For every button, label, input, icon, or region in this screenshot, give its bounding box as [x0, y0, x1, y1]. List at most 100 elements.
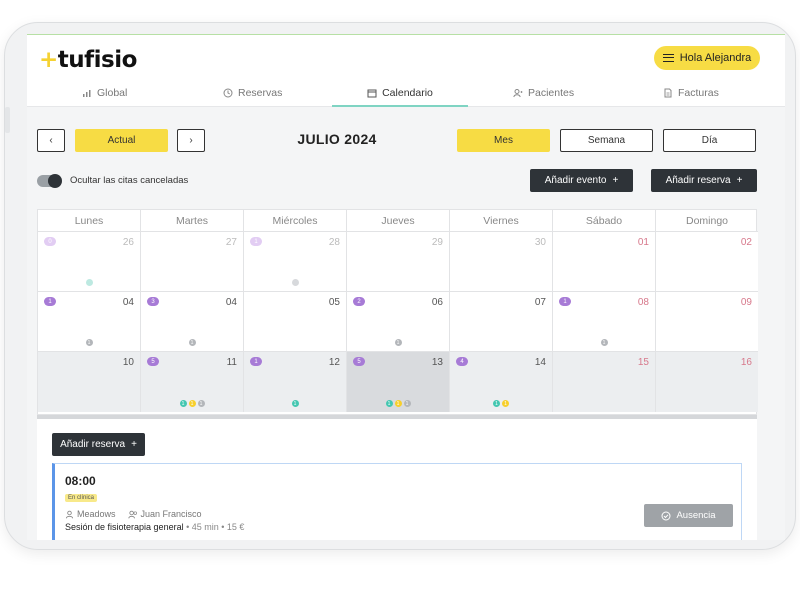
booking-dots	[244, 279, 346, 286]
users-icon	[127, 510, 137, 518]
booking-status-dot[interactable]	[85, 279, 93, 286]
day-number: 29	[431, 237, 443, 248]
tab-calendario[interactable]: Calendario	[332, 80, 468, 107]
booking-dots: 1	[38, 339, 140, 346]
toggle-knob	[48, 174, 62, 188]
calendar-day-cell[interactable]: 29	[347, 232, 450, 292]
event-count-badge: 1	[250, 237, 262, 246]
event-count-badge: 0	[44, 237, 56, 246]
service-name: Sesión de fisioterapia general	[65, 522, 184, 532]
day-number: 04	[122, 297, 134, 308]
absence-button[interactable]: Ausencia	[644, 504, 733, 527]
month-calendar: Lunes Martes Miércoles Jueves Viernes Sábado D…	[37, 209, 758, 415]
calendar-day-cell[interactable]: 16	[656, 352, 758, 412]
booking-status-dot[interactable]: 1	[600, 339, 608, 346]
appointment-time: 08:00	[65, 474, 96, 488]
calendar-day-cell[interactable]: 07	[450, 292, 553, 352]
day-number: 15	[637, 357, 649, 368]
calendar-day-cell[interactable]: 10	[38, 352, 141, 412]
booking-status-dot[interactable]: 1	[394, 339, 402, 346]
booking-status-dot[interactable]: 1	[394, 400, 402, 407]
weekday-header: Lunes Martes Miércoles Jueves Viernes Sábado D…	[38, 210, 758, 232]
view-day-button[interactable]: Día	[663, 129, 756, 152]
appointment-meta: Meadows Juan Francisco	[65, 509, 202, 519]
weekday-label: Lunes	[38, 210, 141, 232]
next-month-button[interactable]: ›	[177, 129, 205, 152]
calendar-day-cell[interactable]: 26 0	[38, 232, 141, 292]
user-menu-button[interactable]: Hola Alejandra	[654, 46, 760, 70]
weekday-label: Jueves	[347, 210, 450, 232]
calendar-day-cell[interactable]: 28 1	[244, 232, 347, 292]
booking-status-dot[interactable]: 1	[85, 339, 93, 346]
booking-status-dot[interactable]: 1	[493, 400, 500, 407]
booking-status-dot[interactable]: 1	[403, 400, 411, 407]
day-number: 30	[534, 237, 546, 248]
month-title: JULIO 2024	[297, 131, 377, 147]
plus-icon: +	[612, 175, 619, 186]
day-number: 07	[534, 297, 546, 308]
today-button[interactable]: Actual	[75, 129, 168, 152]
booking-dots: 1	[141, 339, 243, 346]
calendar-content: ‹ Actual › JULIO 2024 Mes Semana Día Ocu…	[27, 107, 785, 540]
event-count-badge: 2	[353, 297, 365, 306]
tab-pacientes[interactable]: Pacientes	[513, 80, 583, 106]
calendar-day-cell[interactable]: 12 1 1	[244, 352, 347, 412]
calendar-day-cell[interactable]: 09	[656, 292, 758, 352]
calendar-day-cell[interactable]: 06 2 1	[347, 292, 450, 352]
add-booking-button[interactable]: Añadir reserva +	[651, 169, 757, 192]
add-event-button[interactable]: Añadir evento +	[530, 169, 633, 192]
calendar-day-cell[interactable]: 01	[553, 232, 656, 292]
booking-status-dot[interactable]: 1	[385, 400, 393, 407]
booking-status-dot[interactable]: 1	[188, 400, 196, 407]
booking-status-dot[interactable]: 1	[291, 400, 299, 407]
booking-status-dot[interactable]: 1	[197, 400, 205, 407]
view-week-button[interactable]: Semana	[560, 129, 653, 152]
user-greeting: Hola Alejandra	[679, 52, 752, 64]
invoice-icon	[664, 88, 672, 98]
weekday-label: Viernes	[450, 210, 553, 232]
calendar-day-cell[interactable]: 30	[450, 232, 553, 292]
view-month-button[interactable]: Mes	[457, 129, 550, 152]
calendar-day-cell[interactable]: 08 1 1	[553, 292, 656, 352]
appointment-card[interactable]: 08:00 En clínica Meadows Juan Francisco …	[52, 463, 742, 540]
event-count-badge: 5	[147, 357, 159, 366]
panel-add-booking-button[interactable]: Añadir reserva +	[52, 433, 145, 456]
booking-status-dot[interactable]: 1	[188, 339, 196, 346]
calendar-day-cell[interactable]: 02	[656, 232, 758, 292]
location-tag: En clínica	[65, 494, 98, 502]
tab-facturas[interactable]: Facturas	[663, 80, 727, 106]
calendar-day-cell[interactable]: 04 3 1	[141, 292, 244, 352]
day-number: 09	[740, 297, 752, 308]
calendar-day-cell[interactable]: 14 4 1 1	[450, 352, 553, 412]
day-detail-panel: Añadir reserva + 08:00 En clínica Meadows…	[37, 419, 757, 540]
chevron-left-icon: ‹	[49, 135, 53, 146]
day-number: 13	[431, 357, 443, 368]
tab-global[interactable]: Global	[82, 80, 142, 106]
tab-reservas[interactable]: Reservas	[223, 80, 293, 106]
day-number: 16	[740, 357, 752, 368]
prev-month-button[interactable]: ‹	[37, 129, 65, 152]
calendar-day-cell[interactable]: 05	[244, 292, 347, 352]
professional-info: Juan Francisco	[127, 509, 202, 519]
day-number: 08	[637, 297, 649, 308]
event-count-badge: 5	[353, 357, 365, 366]
booking-status-dot[interactable]: 1	[502, 400, 509, 407]
day-number: 04	[225, 297, 237, 308]
booking-status-dot[interactable]	[291, 279, 299, 286]
calendar-day-cell[interactable]: 15	[553, 352, 656, 412]
app-screen: +tufisio Hola Alejandra Global Reservas …	[27, 34, 785, 540]
calendar-day-cell[interactable]: 27	[141, 232, 244, 292]
hide-cancelled-toggle[interactable]	[37, 174, 62, 188]
calendar-day-cell[interactable]: 13 5 1 1 1	[347, 352, 450, 412]
user-icon	[65, 510, 74, 518]
event-count-badge: 1	[44, 297, 56, 306]
calendar-day-cell[interactable]: 04 1 1	[38, 292, 141, 352]
day-number: 02	[740, 237, 752, 248]
calendar-day-cell[interactable]: 11 5 1 1 1	[141, 352, 244, 412]
booking-status-dot[interactable]: 1	[179, 400, 187, 407]
chevron-right-icon: ›	[189, 135, 193, 146]
brand-logo[interactable]: +tufisio	[39, 47, 137, 73]
main-tabs: Global Reservas Calendario Pacientes Fac…	[27, 80, 785, 107]
booking-dots: 1	[553, 339, 655, 346]
